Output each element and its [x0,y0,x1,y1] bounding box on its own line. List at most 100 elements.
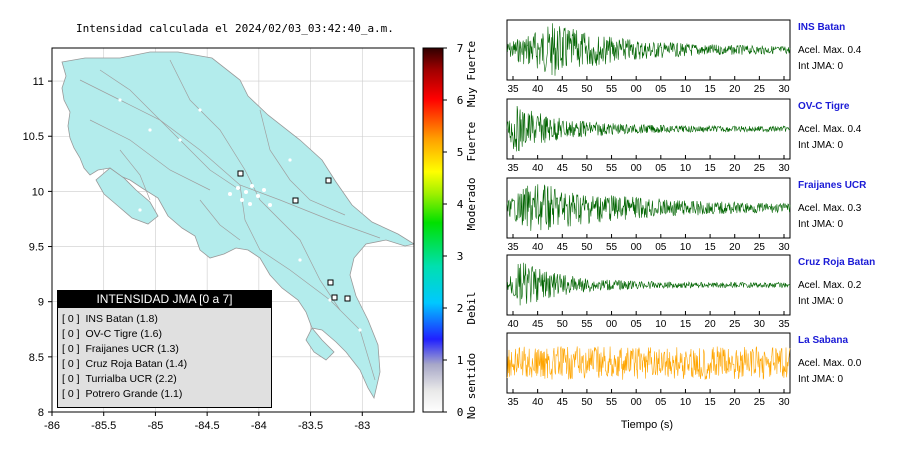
waveform-tick-label: 05 [655,163,667,174]
map-x-tick-label: -85 [147,420,163,432]
waveform-tick-label: 40 [507,319,519,330]
waveform-tick-label: 45 [557,397,569,408]
towns [118,98,362,332]
waveform-tick-label: 45 [557,84,569,95]
legend-list: [ 0 ] INS Batan (1.8) [ 0 ] OV-C Tigre (1.… [58,308,271,402]
waveform-tick-label: 25 [729,319,741,330]
map-y-tick-label: 8.5 [29,352,44,364]
map-y-ticks: 8 8.5 9 9.5 10 10.5 11 [23,76,52,419]
waveform-tick-label: 55 [606,242,618,253]
legend-item: [ 0 ] INS Batan (1.8) [62,313,158,325]
colorbar-gradient [422,47,444,413]
waveform-frame [506,177,791,239]
station-label-fraijanes: Fraijanes UCR Acel. Max. 0.3 Int JMA: 0 [798,180,867,230]
colorbar-tick-label: 4 [457,198,464,211]
waveform-tick-label: 00 [631,84,643,95]
colorbar-category-label: Moderado [465,178,478,231]
waveform-tick-label: 25 [754,84,766,95]
waveform-tick-label: 00 [631,242,643,253]
waveform-tick-label: 35 [507,84,519,95]
costa-rica-landmass [61,51,414,400]
station-marker [327,279,334,286]
station-markers [237,170,351,302]
waveform-tick-label: 20 [729,242,741,253]
waveform-tick-label: 40 [532,242,544,253]
waveform-panel: 35 40 45 50 55 00 05 10 15 20 25 30 [506,332,791,408]
waveform-tick-label: 55 [606,397,618,408]
waveform-tick-label: 35 [778,319,790,330]
waveform-xlabel: Tiempo (s) [621,419,673,431]
waveform-trace [506,105,791,152]
nicoya-peninsula [95,167,159,225]
waveform-tick-label: 35 [507,163,519,174]
colorbar-category-label: Fuerte [465,122,478,162]
map-x-tick-label: -83.5 [298,420,323,432]
waveform-tick-label: 30 [778,163,790,174]
waveform-tick-label: 45 [532,319,544,330]
waveform-tick-label: 40 [532,163,544,174]
waveform-tick-label: 40 [532,397,544,408]
waveform-trace [506,184,791,231]
waveform-tick-label: 20 [729,163,741,174]
waveform-tick-label: 35 [507,242,519,253]
map-x-tick-label: -83 [354,420,370,432]
waveform-tick-label: 20 [729,397,741,408]
colorbar-tick-label: 2 [457,302,464,315]
station-label-la-sabana: La Sabana Acel. Max. 0.0 Int JMA: 0 [798,335,862,385]
waveform-tick-label: 40 [532,84,544,95]
map-x-tick-label: -84 [251,420,267,432]
station-marker [237,170,244,177]
map-x-tick-label: -84.5 [195,420,220,432]
waveform-panel: 40 45 50 55 00 05 10 15 20 25 30 35 [506,254,791,330]
waveform-tick-label: 10 [680,397,692,408]
colorbar-tick-label: 7 [457,42,464,55]
map-y-tick-label: 10.5 [23,131,44,143]
waveform-tick-label: 35 [507,397,519,408]
waveform-tick-label: 00 [631,397,643,408]
map-title: Intensidad calculada el 2024/02/03_03:42… [76,22,394,35]
colorbar: 0 1 2 3 4 5 6 7 No sentido Debil Moderado Fuerte Mu… [422,41,478,419]
legend-item: [ 0 ] Cruz Roja Batan (1.4) [62,358,188,370]
waveform-trace [506,23,791,76]
station-marker [331,294,338,301]
colorbar-ticks: 0 1 2 3 4 5 6 7 [443,42,464,419]
waveform-tick-label: 10 [655,319,667,330]
waveform-tick-label: 45 [557,163,569,174]
waveform-tick-label: 30 [754,319,766,330]
map-frame [51,47,415,413]
waveform-tick-label: 10 [680,242,692,253]
map-y-tick-label: 10 [32,186,44,198]
waveform-trace [506,346,791,381]
waveform-tick-label: 25 [754,242,766,253]
waveform-panel: 35 40 45 50 55 00 05 10 15 20 25 30 [506,98,791,174]
waveform-tick-label: 55 [606,163,618,174]
waveform-tick-label: 20 [729,84,741,95]
waveform-tick-label: 30 [778,242,790,253]
waveform-tick-label: 10 [680,163,692,174]
waveform-tick-label: 00 [606,319,618,330]
colorbar-tick-label: 3 [457,250,464,263]
waveform-tick-label: 50 [581,84,593,95]
waveform-tick-label: 55 [606,84,618,95]
map-x-ticks: -86 -85.5 -85 -84.5 -84 -83.5 -83 [44,412,370,432]
waveform-tick-label: 30 [778,397,790,408]
waveform-frame [506,98,791,160]
map-x-tick-label: -85.5 [91,420,116,432]
waveform-tick-label: 20 [705,319,717,330]
waveform-tick-label: 50 [581,163,593,174]
station-label-cruz-roja: Cruz Roja Batan Acel. Max. 0.2 Int JMA: … [798,257,876,307]
waveform-tick-label: 15 [680,319,692,330]
waveform-tick-label: 15 [705,84,717,95]
map-x-tick-label: -86 [44,420,60,432]
legend-item: [ 0 ] Fraijanes UCR (1.3) [62,343,179,355]
waveform-tick-label: 15 [705,242,717,253]
waveform-panel: 35 40 45 50 55 00 05 10 15 20 25 30 [506,177,791,253]
waveform-trace [506,262,791,306]
waveform-tick-label: 50 [581,397,593,408]
station-marker [325,177,332,184]
legend-item: [ 0 ] Potrero Grande (1.1) [62,388,183,400]
colorbar-category-label: No sentido [465,353,478,419]
map-y-tick-label: 9 [38,297,44,309]
colorbar-tick-label: 5 [457,146,464,159]
